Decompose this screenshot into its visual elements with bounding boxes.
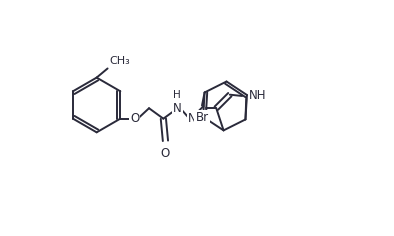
Text: NH: NH [249,89,266,102]
Text: H: H [173,90,180,100]
Text: N: N [173,102,182,115]
Text: Br: Br [195,111,208,124]
Text: O: O [161,147,170,160]
Text: CH₃: CH₃ [110,56,130,66]
Text: N: N [188,112,196,125]
Text: O: O [130,112,139,125]
